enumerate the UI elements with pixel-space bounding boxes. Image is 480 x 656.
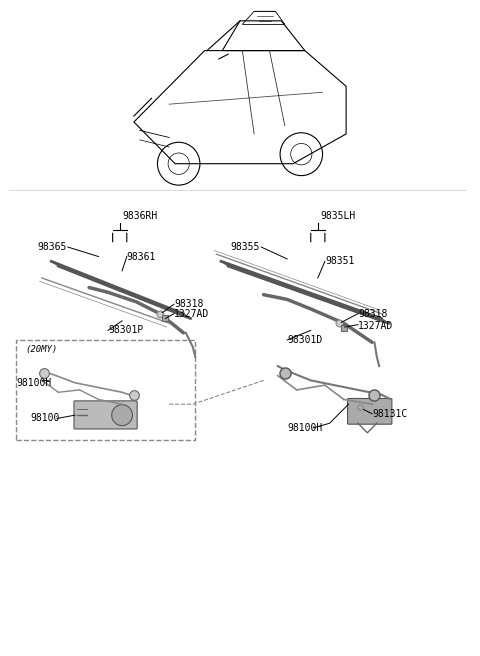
- Text: 98361: 98361: [127, 251, 156, 262]
- Text: 98301P: 98301P: [108, 325, 143, 335]
- Text: 98318: 98318: [358, 309, 387, 319]
- FancyBboxPatch shape: [348, 398, 392, 424]
- Polygon shape: [51, 261, 191, 318]
- Text: (20MY): (20MY): [25, 344, 58, 354]
- Text: 98100: 98100: [30, 413, 60, 424]
- Text: 98355: 98355: [230, 242, 260, 252]
- Text: 98301D: 98301D: [287, 335, 323, 345]
- Circle shape: [112, 405, 132, 426]
- Text: 98131C: 98131C: [372, 409, 408, 419]
- FancyBboxPatch shape: [16, 340, 195, 440]
- Text: 1327AD: 1327AD: [358, 321, 393, 331]
- Text: 9836RH: 9836RH: [122, 211, 157, 221]
- Text: 98318: 98318: [174, 299, 204, 309]
- Polygon shape: [221, 261, 389, 323]
- Text: 1327AD: 1327AD: [174, 309, 209, 319]
- Text: 98351: 98351: [325, 256, 354, 266]
- Text: 98365: 98365: [37, 242, 67, 252]
- Text: 98100H: 98100H: [16, 378, 51, 388]
- Text: 9835LH: 9835LH: [320, 211, 355, 221]
- Text: 98100H: 98100H: [287, 423, 323, 433]
- FancyBboxPatch shape: [74, 401, 137, 429]
